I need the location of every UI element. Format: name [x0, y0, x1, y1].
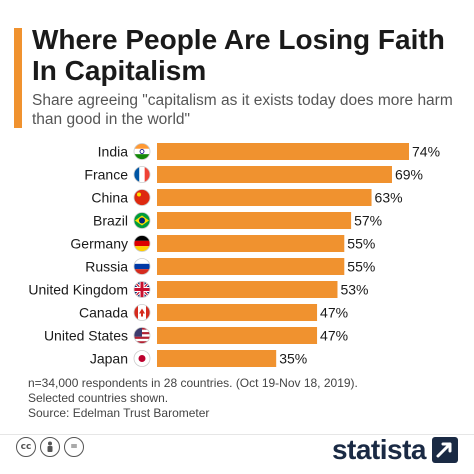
value-label-germany: 55% [347, 236, 375, 252]
flag-china-icon [133, 189, 151, 206]
flag-germany-icon [133, 235, 151, 252]
chart-title: Where People Are Losing Faith In Capital… [32, 24, 445, 86]
title-accent-bar [14, 28, 22, 128]
attribution-icon [40, 437, 60, 457]
category-label-united-states: United States [44, 328, 128, 344]
category-label-united-kingdom: United Kingdom [28, 282, 128, 298]
bar-united-kingdom [157, 281, 338, 298]
flag-brazil-icon [133, 212, 151, 229]
value-label-russia: 55% [347, 259, 375, 275]
value-label-india: 74% [412, 144, 440, 160]
category-label-france: France [84, 167, 128, 183]
selection-note: Selected countries shown. [28, 391, 169, 405]
bar-russia [157, 258, 345, 275]
bar-india [157, 143, 409, 160]
value-label-united-states: 47% [320, 328, 348, 344]
flag-france-icon [133, 166, 151, 183]
value-label-japan: 35% [279, 351, 307, 367]
sample-note: n=34,000 respondents in 28 countries. (O… [28, 376, 358, 390]
category-label-india: India [98, 144, 129, 160]
category-label-canada: Canada [79, 305, 128, 321]
flag-canada-icon [133, 304, 151, 321]
flag-japan-icon [133, 350, 151, 367]
source-note: Source: Edelman Trust Barometer [28, 406, 210, 420]
flag-russia-icon [133, 258, 151, 275]
bar-united-states [157, 327, 318, 344]
value-label-united-kingdom: 53% [340, 282, 368, 298]
bar-chart: India 74% France 69% China 63% Brazil 57% German… [28, 143, 440, 367]
cc-icon: cc [16, 437, 36, 457]
flag-united-states-icon [133, 327, 151, 344]
statista-logo[interactable]: statista [332, 434, 458, 466]
value-label-france: 69% [395, 167, 423, 183]
license-badges[interactable]: cc = [16, 437, 84, 457]
chart-subtitle: Share agreeing "capitalism as it exists … [32, 92, 453, 128]
bar-china [157, 189, 372, 206]
flag-united-kingdom-icon [133, 281, 151, 298]
brand-name: statista [331, 434, 427, 465]
category-label-china: China [91, 190, 128, 206]
value-label-china: 63% [375, 190, 403, 206]
no-derivatives-icon: = [64, 437, 84, 457]
category-label-japan: Japan [90, 351, 128, 367]
bar-japan [157, 350, 277, 367]
value-label-canada: 47% [320, 305, 348, 321]
category-label-russia: Russia [85, 259, 128, 275]
footer-divider [0, 434, 474, 435]
chart-notes: n=34,000 respondents in 28 countries. (O… [28, 376, 458, 421]
value-label-brazil: 57% [354, 213, 382, 229]
bar-germany [157, 235, 345, 252]
bar-canada [157, 304, 318, 321]
category-label-germany: Germany [70, 236, 128, 252]
statista-arrow-icon [432, 437, 458, 463]
category-label-brazil: Brazil [93, 213, 128, 229]
bar-brazil [157, 212, 352, 229]
bar-france [157, 166, 392, 183]
flag-india-icon [133, 143, 151, 160]
